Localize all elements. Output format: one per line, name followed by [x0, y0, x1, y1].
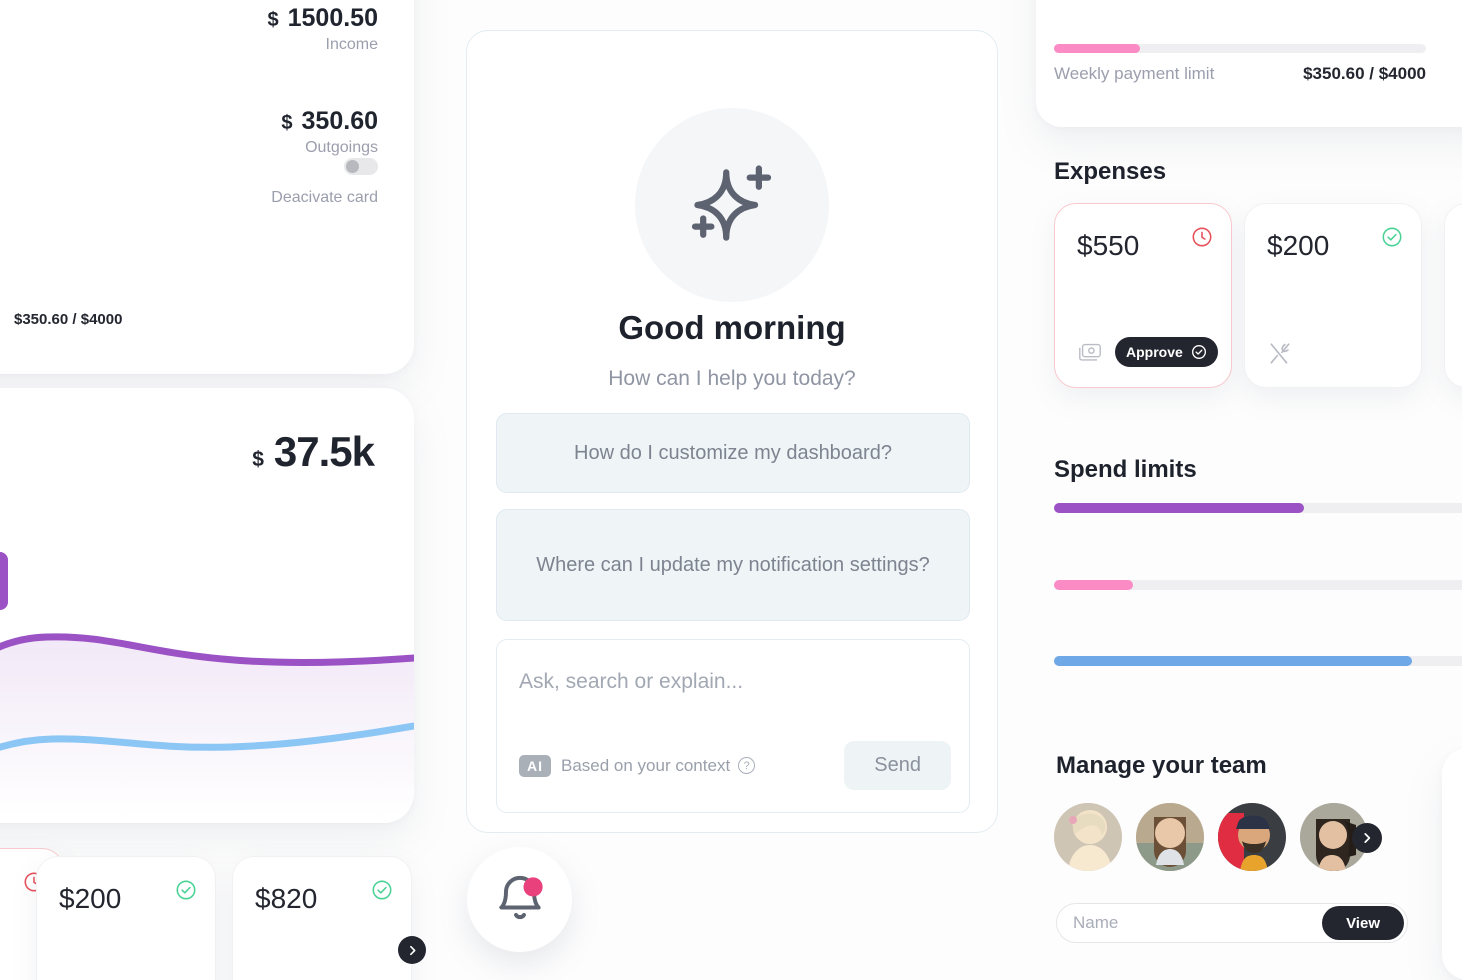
spend-limit-bar-2[interactable]	[1054, 580, 1462, 590]
team-search-field[interactable]: Name View	[1056, 903, 1408, 943]
avatar-image	[1218, 803, 1286, 871]
check-circle-icon	[176, 880, 196, 900]
ai-assistant-panel: Good morning How can I help you today? H…	[466, 30, 998, 833]
avatar-image	[1136, 803, 1204, 871]
weekly-limit-progress	[1054, 44, 1426, 53]
context-note: Based on your context	[561, 755, 731, 775]
suggestion-chip-2[interactable]: Where can I update my notification setti…	[496, 509, 970, 621]
ai-greeting: Good morning	[618, 309, 846, 346]
outgoings-block: $ 350.60 Outgoings	[281, 107, 378, 157]
suggestion-chip-1[interactable]: How do I customize my dashboard?	[496, 413, 970, 493]
ai-orb	[635, 108, 829, 302]
balance-card: 2847 $ 2850.75 Current balance $ 1500.50…	[0, 0, 414, 374]
weekly-limit-card: Weekly payment limit $350.60 / $4000	[1036, 0, 1462, 127]
chart-purple-marker	[0, 552, 8, 610]
chevron-right-icon	[1364, 833, 1371, 843]
expense-amount: $200	[1267, 230, 1330, 261]
outgoings-amount: 350.60	[301, 107, 378, 135]
chart-area-fill	[0, 636, 414, 818]
spend-limit-bar-1[interactable]	[1054, 503, 1462, 513]
income-currency: $	[267, 9, 279, 31]
weekly-limit-value: $350.60 / $4000	[1303, 64, 1426, 83]
chart-total-value: $ 37.5k	[252, 428, 375, 476]
expenses-title: Expenses	[1054, 158, 1167, 185]
spend-limits-title: Spend limits	[1054, 456, 1197, 483]
team-next-button[interactable]	[1352, 823, 1382, 853]
avatar[interactable]	[1300, 803, 1368, 871]
income-amount: 1500.50	[287, 4, 378, 32]
approve-label: Approve	[1126, 344, 1183, 360]
sparkle-icon	[691, 165, 772, 241]
expense-amount: $550	[1077, 230, 1140, 261]
chart-amount: 37.5k	[273, 428, 375, 475]
chart-line-purple	[0, 633, 414, 666]
outgoings-currency: $	[281, 112, 293, 134]
check-circle-icon	[1382, 227, 1402, 247]
question-circle-icon[interactable]: ?	[738, 757, 756, 774]
ai-badge: AI	[519, 754, 551, 777]
expenses-next-button[interactable]	[398, 936, 426, 964]
ai-input-placeholder[interactable]: Ask, search or explain...	[519, 670, 744, 693]
deactivate-card-label: Deacivate card	[271, 189, 378, 206]
card-limit-caption: $350.60 / $4000	[14, 311, 123, 328]
chevron-right-icon	[409, 945, 415, 955]
check-circle-icon	[1191, 345, 1206, 359]
chart-currency: $	[252, 448, 264, 471]
avatar-image	[1054, 803, 1122, 871]
expense-amount: $820	[255, 883, 318, 914]
income-block: $ 1500.50 Income	[268, 4, 379, 54]
ai-composer[interactable]: Ask, search or explain... AI Based on yo…	[496, 639, 970, 813]
ai-subtitle: How can I help you today?	[608, 367, 856, 390]
outgoings-label: Outgoings	[305, 139, 378, 156]
chart-line-blue	[0, 722, 414, 751]
spend-limit-bar-3[interactable]	[1054, 656, 1462, 666]
deactivate-card-control[interactable]: Deacivate card	[271, 158, 378, 207]
revenue-chart-card: $ 37.5k	[0, 388, 414, 823]
right-edge-card	[1442, 748, 1462, 980]
deactivate-card-toggle[interactable]	[344, 158, 378, 175]
expense-card-820[interactable]: $820	[232, 856, 412, 980]
expense-card-footer	[1267, 341, 1293, 367]
chart-plot	[0, 633, 414, 818]
income-label: Income	[325, 36, 378, 53]
expense-card-third[interactable]: $	[1444, 203, 1462, 388]
notification-button[interactable]	[467, 847, 572, 952]
send-button[interactable]: Send	[844, 741, 951, 790]
check-circle-icon	[372, 880, 392, 900]
cash-icon	[1079, 343, 1101, 361]
bell-icon	[498, 875, 543, 919]
avatar[interactable]	[1218, 803, 1286, 871]
avatar[interactable]	[1136, 803, 1204, 871]
team-title: Manage your team	[1056, 752, 1267, 779]
approve-button[interactable]: Approve	[1115, 337, 1218, 367]
weekly-limit-label: Weekly payment limit	[1054, 64, 1215, 83]
expense-card-550[interactable]: $550 Approve	[1054, 203, 1232, 388]
view-button[interactable]: View	[1322, 906, 1404, 940]
expense-card-footer: Approve	[1077, 337, 1218, 367]
composer-footer: AI Based on your context ? Send	[519, 741, 951, 790]
cutlery-icon	[1270, 343, 1290, 364]
clock-icon	[1192, 227, 1212, 247]
team-search-placeholder[interactable]: Name	[1073, 913, 1119, 932]
avatar[interactable]	[1054, 803, 1122, 871]
expense-amount: $200	[59, 883, 122, 914]
expense-card-200[interactable]: $200	[36, 856, 216, 980]
expense-card-200-right[interactable]: $200	[1244, 203, 1422, 388]
